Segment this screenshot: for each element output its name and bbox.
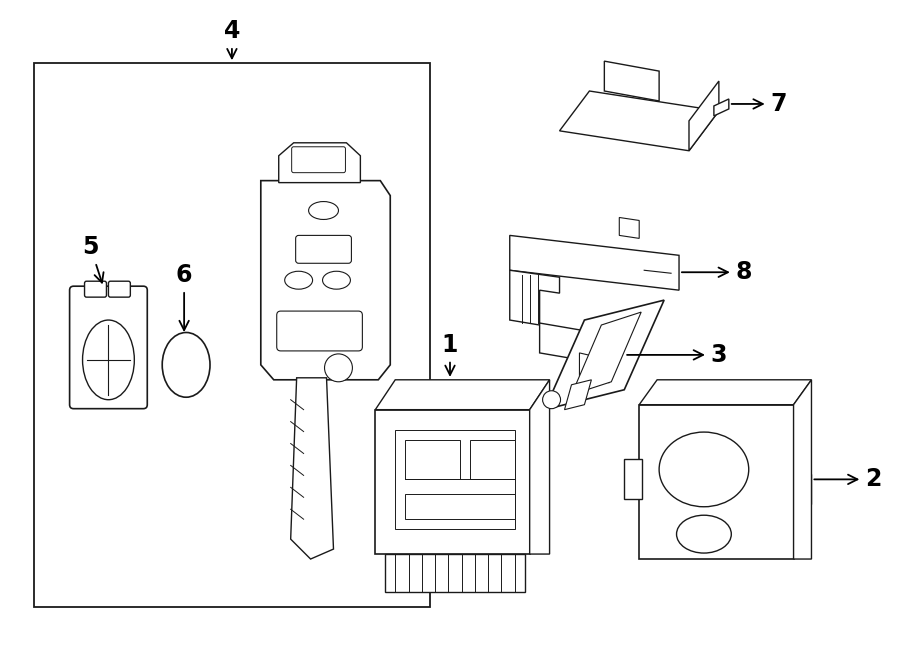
FancyBboxPatch shape: [296, 235, 351, 263]
Bar: [405, 494, 515, 519]
Text: 3: 3: [627, 343, 727, 367]
Ellipse shape: [309, 202, 338, 219]
Polygon shape: [530, 380, 550, 554]
Polygon shape: [560, 91, 719, 151]
Text: 8: 8: [682, 260, 752, 284]
Bar: [794, 475, 812, 504]
Polygon shape: [604, 61, 659, 101]
Polygon shape: [572, 312, 641, 395]
Ellipse shape: [677, 515, 732, 553]
Polygon shape: [619, 217, 639, 239]
Polygon shape: [689, 81, 719, 151]
Bar: [395, 430, 515, 529]
Polygon shape: [564, 380, 591, 410]
FancyBboxPatch shape: [85, 281, 106, 297]
Polygon shape: [261, 180, 391, 380]
Ellipse shape: [83, 320, 134, 400]
Polygon shape: [544, 300, 664, 410]
Bar: [470, 440, 515, 479]
Bar: [385, 554, 525, 592]
Ellipse shape: [322, 271, 350, 289]
Text: 7: 7: [732, 92, 787, 116]
Polygon shape: [291, 378, 334, 559]
Bar: [405, 440, 460, 479]
Polygon shape: [580, 353, 609, 383]
Polygon shape: [279, 143, 360, 182]
Polygon shape: [794, 380, 812, 559]
Bar: [375, 410, 530, 554]
Ellipse shape: [162, 332, 210, 397]
Text: 4: 4: [224, 19, 240, 58]
Polygon shape: [509, 235, 679, 290]
Text: 5: 5: [82, 235, 104, 283]
Ellipse shape: [284, 271, 312, 289]
Polygon shape: [714, 99, 729, 116]
Bar: [639, 405, 794, 559]
Text: 1: 1: [442, 333, 458, 375]
Text: 2: 2: [814, 467, 881, 491]
Polygon shape: [509, 270, 560, 325]
Circle shape: [325, 354, 353, 382]
Polygon shape: [540, 323, 609, 365]
FancyBboxPatch shape: [276, 311, 363, 351]
Ellipse shape: [659, 432, 749, 507]
Bar: [34, 63, 430, 607]
Bar: [625, 459, 643, 499]
FancyBboxPatch shape: [69, 286, 148, 408]
Circle shape: [543, 391, 561, 408]
FancyBboxPatch shape: [108, 281, 130, 297]
FancyBboxPatch shape: [292, 147, 346, 173]
Text: 6: 6: [176, 263, 193, 330]
Polygon shape: [375, 380, 550, 410]
Polygon shape: [639, 380, 812, 405]
